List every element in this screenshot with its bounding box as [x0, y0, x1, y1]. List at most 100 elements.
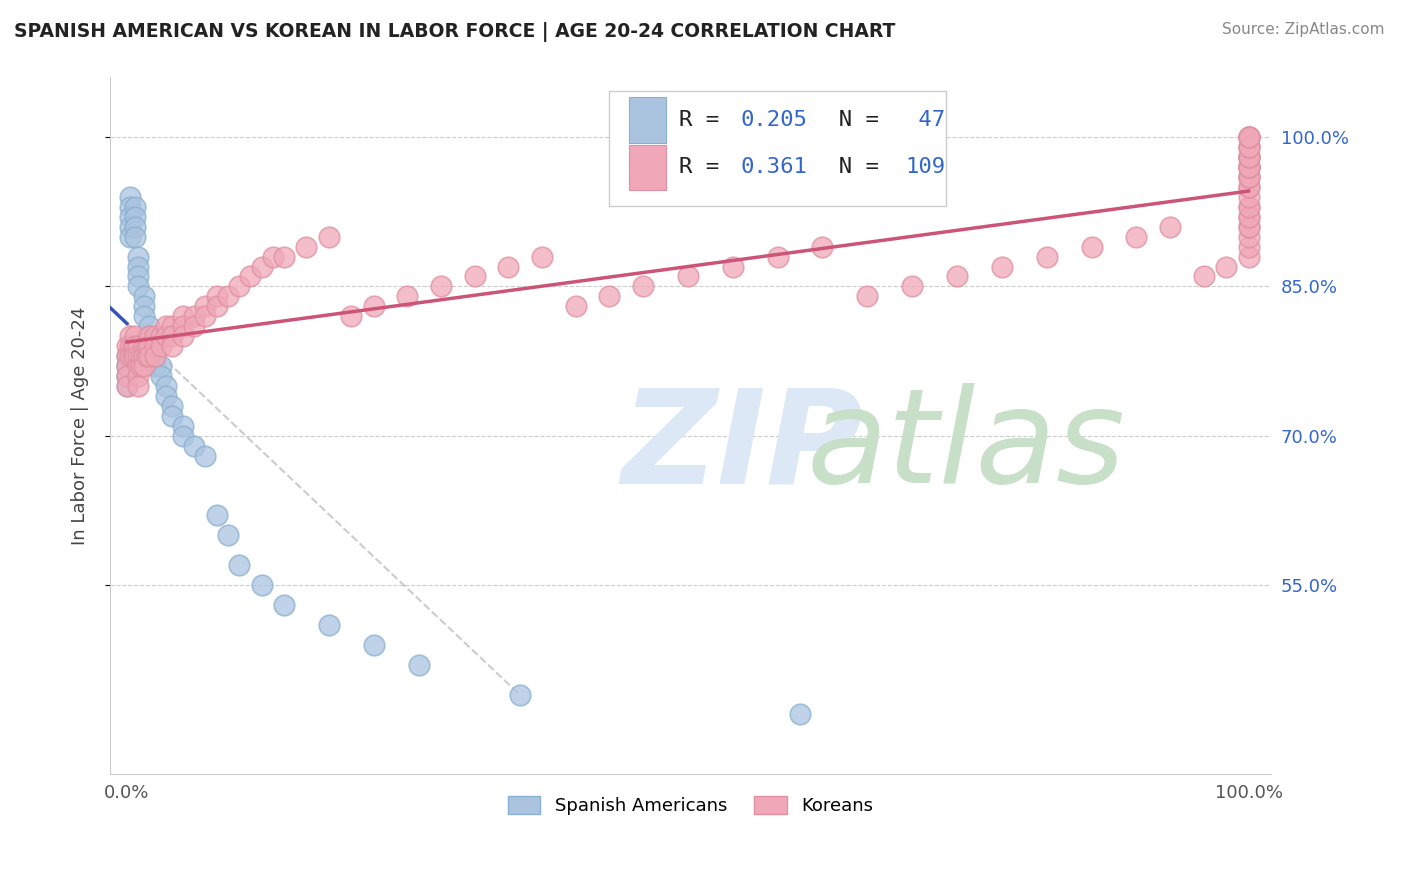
- Legend: Spanish Americans, Koreans: Spanish Americans, Koreans: [499, 787, 883, 824]
- Point: [1035, 250, 1057, 264]
- Point: [508, 688, 530, 702]
- Point: [856, 289, 879, 303]
- Point: [160, 409, 183, 423]
- Point: [396, 289, 419, 303]
- Point: [1237, 169, 1260, 184]
- Point: [1237, 169, 1260, 184]
- Point: [143, 339, 166, 353]
- Point: [1237, 150, 1260, 164]
- Point: [183, 319, 205, 334]
- Text: N =: N =: [813, 157, 879, 177]
- Point: [217, 289, 239, 303]
- Point: [1237, 169, 1260, 184]
- Point: [1237, 200, 1260, 214]
- Point: [124, 229, 146, 244]
- Point: [498, 260, 520, 274]
- Point: [124, 210, 146, 224]
- Point: [115, 359, 138, 373]
- Point: [1237, 250, 1260, 264]
- Point: [127, 369, 149, 384]
- Point: [250, 578, 273, 592]
- Point: [127, 260, 149, 274]
- Point: [1237, 140, 1260, 154]
- Point: [127, 269, 149, 284]
- Point: [124, 200, 146, 214]
- Point: [155, 389, 177, 403]
- Point: [1237, 140, 1260, 154]
- Point: [363, 299, 385, 313]
- Point: [143, 349, 166, 363]
- Point: [1237, 210, 1260, 224]
- Point: [115, 349, 138, 363]
- Point: [115, 379, 138, 393]
- Point: [295, 239, 318, 253]
- Point: [530, 250, 553, 264]
- Point: [124, 349, 146, 363]
- Point: [1237, 130, 1260, 145]
- Text: R =: R =: [679, 157, 733, 177]
- Point: [1237, 239, 1260, 253]
- Point: [946, 269, 969, 284]
- Text: N =: N =: [813, 110, 879, 129]
- Point: [127, 250, 149, 264]
- Point: [991, 260, 1014, 274]
- Point: [172, 310, 194, 324]
- Point: [127, 279, 149, 293]
- Point: [318, 617, 340, 632]
- Point: [149, 339, 172, 353]
- Point: [115, 349, 138, 363]
- Point: [115, 369, 138, 384]
- Point: [131, 359, 153, 373]
- Point: [766, 250, 789, 264]
- Point: [149, 359, 172, 373]
- Point: [1080, 239, 1102, 253]
- Point: [127, 339, 149, 353]
- Point: [160, 319, 183, 334]
- Point: [115, 369, 138, 384]
- Point: [205, 508, 228, 523]
- Text: 47: 47: [905, 110, 945, 129]
- Point: [183, 439, 205, 453]
- Point: [194, 299, 217, 313]
- Point: [136, 349, 159, 363]
- Point: [155, 319, 177, 334]
- Text: SPANISH AMERICAN VS KOREAN IN LABOR FORCE | AGE 20-24 CORRELATION CHART: SPANISH AMERICAN VS KOREAN IN LABOR FORC…: [14, 22, 896, 42]
- Point: [228, 558, 250, 573]
- Point: [120, 329, 142, 343]
- Point: [132, 339, 155, 353]
- Point: [143, 329, 166, 343]
- Point: [132, 289, 155, 303]
- Point: [789, 707, 811, 722]
- Point: [115, 359, 138, 373]
- Point: [149, 369, 172, 384]
- Point: [132, 359, 155, 373]
- Point: [172, 319, 194, 334]
- Point: [273, 598, 295, 612]
- Point: [138, 329, 160, 343]
- Point: [120, 349, 142, 363]
- FancyBboxPatch shape: [609, 91, 946, 206]
- Point: [155, 379, 177, 393]
- Point: [1237, 130, 1260, 145]
- Point: [194, 449, 217, 463]
- Text: 109: 109: [905, 157, 945, 177]
- Point: [172, 329, 194, 343]
- Point: [120, 229, 142, 244]
- Point: [127, 379, 149, 393]
- Point: [124, 329, 146, 343]
- Point: [1237, 150, 1260, 164]
- Point: [408, 657, 430, 672]
- Point: [1237, 219, 1260, 234]
- Point: [120, 219, 142, 234]
- Point: [811, 239, 834, 253]
- Point: [143, 359, 166, 373]
- Point: [138, 339, 160, 353]
- Point: [160, 339, 183, 353]
- Point: [160, 399, 183, 413]
- Point: [1237, 160, 1260, 174]
- Point: [115, 359, 138, 373]
- Point: [1237, 160, 1260, 174]
- Point: [1237, 150, 1260, 164]
- Point: [228, 279, 250, 293]
- Point: [250, 260, 273, 274]
